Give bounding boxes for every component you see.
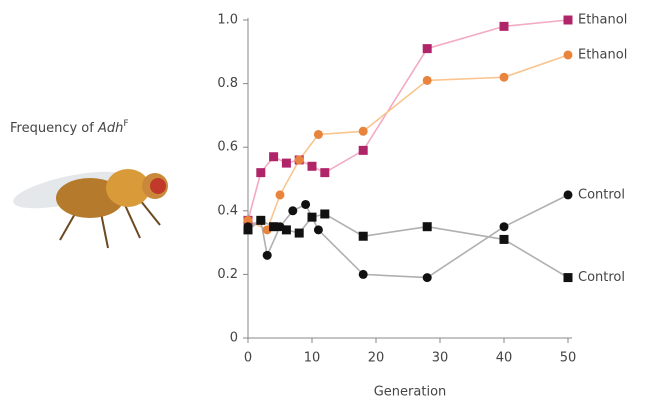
x-tick-label: 10: [304, 351, 321, 366]
marker: [563, 273, 573, 283]
series-label: Control: [578, 270, 625, 285]
y-label-allele: F: [123, 119, 128, 129]
marker: [269, 222, 279, 232]
marker: [275, 190, 285, 200]
marker: [269, 152, 279, 162]
marker: [294, 228, 304, 238]
marker: [422, 44, 432, 54]
series-line: [247, 54, 569, 231]
marker: [256, 168, 266, 178]
marker: [256, 215, 266, 225]
marker: [358, 231, 368, 241]
x-axis-label: Generation: [374, 385, 447, 400]
marker: [294, 155, 304, 165]
marker: [358, 126, 368, 136]
marker: [499, 234, 509, 244]
marker: [422, 222, 432, 232]
marker: [281, 158, 291, 168]
marker: [422, 75, 432, 85]
marker: [499, 72, 509, 82]
marker: [499, 21, 509, 31]
x-tick-label: 50: [560, 351, 577, 366]
marker: [288, 206, 298, 216]
marker: [422, 273, 432, 283]
x-tick-label: 30: [432, 351, 449, 366]
marker: [307, 161, 317, 171]
marker: [358, 145, 368, 155]
series-line: [247, 19, 569, 221]
y-tick-label: 0.4: [217, 203, 238, 218]
x-tick-label: 40: [496, 351, 513, 366]
series-label: Control: [578, 187, 625, 202]
x-tick-label: 20: [368, 351, 385, 366]
marker: [313, 129, 323, 139]
marker: [499, 222, 509, 232]
marker: [563, 50, 573, 60]
series-label: Ethanol: [578, 13, 627, 28]
series-label: Ethanol: [578, 47, 627, 62]
y-tick-label: 1.0: [217, 13, 238, 28]
marker: [320, 209, 330, 219]
y-tick-label: 0.6: [217, 140, 238, 155]
y-tick-label: 0: [230, 331, 238, 346]
y-label-text: Frequency of: [10, 121, 98, 136]
y-axis-label: Frequency of AdhF: [10, 119, 129, 136]
x-tick-label: 0: [244, 351, 252, 366]
marker: [301, 199, 311, 209]
y-tick-label: 0.2: [217, 267, 238, 282]
marker: [358, 269, 368, 279]
marker: [243, 225, 253, 235]
marker: [307, 212, 317, 222]
y-label-gene: Adh: [97, 121, 123, 136]
y-tick-label: 0.8: [217, 76, 238, 91]
marker: [563, 190, 573, 200]
fly-illustration: [13, 169, 168, 249]
marker: [243, 215, 253, 225]
marker: [281, 225, 291, 235]
series-line: [247, 213, 569, 279]
marker: [320, 168, 330, 178]
marker: [262, 250, 272, 260]
marker: [313, 225, 323, 235]
marker: [563, 15, 573, 25]
